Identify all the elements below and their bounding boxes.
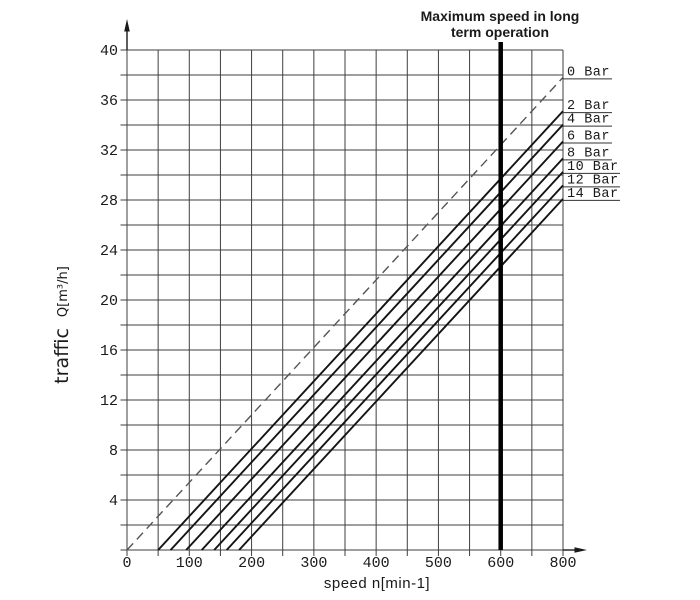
axis-ticks bbox=[120, 49, 564, 556]
max-speed-annotation-line2: term operation bbox=[451, 24, 549, 40]
y-axis-title-word: traffic bbox=[51, 328, 73, 384]
x-tick-label: 300 bbox=[300, 555, 327, 572]
y-axis-title: traffic Q[m³/h] bbox=[51, 266, 73, 384]
y-tick-label: 40 bbox=[100, 43, 118, 60]
x-tick-label: 800 bbox=[549, 555, 576, 572]
y-tick-label: 12 bbox=[100, 393, 118, 410]
x-tick-label: 100 bbox=[176, 555, 203, 572]
x-tick-label: 200 bbox=[238, 555, 265, 572]
pressure-label: 2 Bar bbox=[567, 99, 610, 114]
y-tick-label: 36 bbox=[100, 93, 118, 110]
pressure-line-10-bar bbox=[213, 171, 564, 551]
x-tick-label: 0 bbox=[122, 555, 131, 572]
x-tick-label: 600 bbox=[487, 555, 514, 572]
pressure-line-12-bar bbox=[225, 184, 564, 551]
y-axis-arrow-icon bbox=[124, 19, 130, 50]
x-axis-arrow-icon bbox=[563, 547, 587, 553]
pressure-label: 10 Bar bbox=[567, 160, 619, 175]
y-tick-label: 8 bbox=[109, 443, 118, 460]
y-tick-label: 32 bbox=[100, 143, 118, 160]
pressure-line-14-bar bbox=[238, 198, 564, 551]
x-tick-label: 500 bbox=[425, 555, 452, 572]
y-axis-title-unit: Q[m³/h] bbox=[56, 266, 71, 317]
pressure-label: 4 Bar bbox=[567, 113, 610, 128]
y-tick-label: 16 bbox=[100, 343, 118, 360]
pressure-label: 8 Bar bbox=[567, 146, 610, 161]
pressure-label: 14 Bar bbox=[567, 187, 619, 202]
pressure-line-4-bar bbox=[169, 123, 564, 551]
y-tick-label: 4 bbox=[109, 493, 118, 510]
y-tick-label: 28 bbox=[100, 193, 118, 210]
max-speed-annotation-line1: Maximum speed in long bbox=[421, 8, 580, 24]
pressure-line-8-bar bbox=[201, 157, 564, 551]
pressure-label: 6 Bar bbox=[567, 130, 610, 145]
pressure-line-2-bar bbox=[157, 110, 564, 551]
pressure-lines bbox=[126, 76, 564, 551]
y-tick-label: 24 bbox=[100, 243, 118, 260]
pressure-line-6-bar bbox=[185, 140, 564, 551]
pressure-label: 12 Bar bbox=[567, 173, 619, 188]
pressure-line-0-bar bbox=[126, 76, 564, 551]
pressure-label: 0 Bar bbox=[567, 65, 610, 80]
grid bbox=[126, 49, 564, 551]
x-axis-title: speed n[min-1] bbox=[324, 575, 430, 592]
x-tick-label: 400 bbox=[363, 555, 390, 572]
y-tick-label: 20 bbox=[100, 293, 118, 310]
